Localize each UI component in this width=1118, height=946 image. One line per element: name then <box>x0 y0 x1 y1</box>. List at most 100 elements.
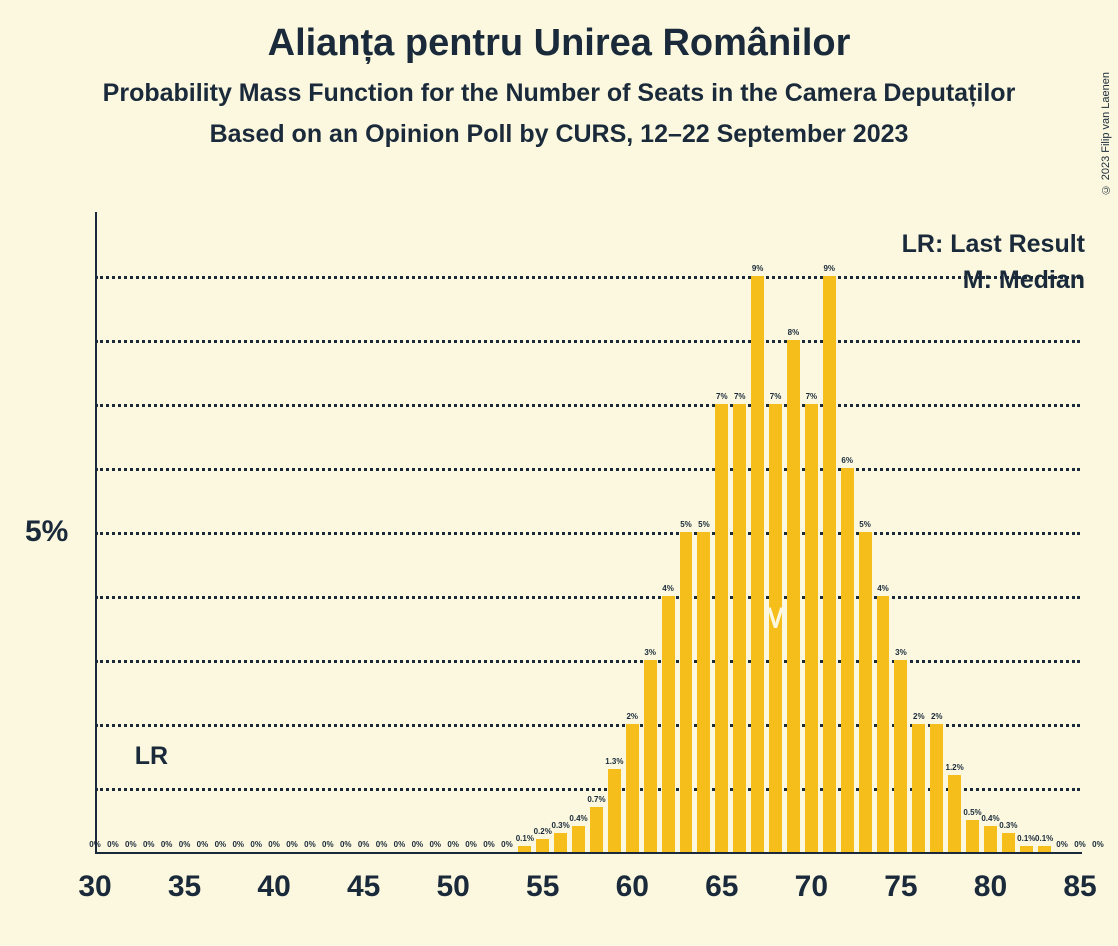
bar <box>554 833 567 852</box>
bar-value-label: 0% <box>358 840 370 849</box>
bar-value-label: 2% <box>931 712 943 721</box>
bar-value-label: 7% <box>806 392 818 401</box>
bar-value-label: 0% <box>143 840 155 849</box>
bar-value-label: 6% <box>841 456 853 465</box>
x-axis-line <box>95 852 1082 854</box>
bar-value-label: 4% <box>877 584 889 593</box>
bar-value-label: 0% <box>215 840 227 849</box>
bar <box>859 532 872 852</box>
bar <box>697 532 710 852</box>
bar-value-label: 0.1% <box>516 834 534 843</box>
bar-value-label: 0% <box>197 840 209 849</box>
bar <box>733 404 746 852</box>
bar <box>912 724 925 852</box>
bar-value-label: 0% <box>1092 840 1104 849</box>
bar-value-label: 1.3% <box>605 757 623 766</box>
bar-value-label: 0% <box>125 840 137 849</box>
bar-value-label: 0% <box>161 840 173 849</box>
bar <box>590 807 603 852</box>
bar <box>894 660 907 852</box>
x-tick-label: 50 <box>436 870 469 904</box>
bar <box>984 826 997 852</box>
x-tick-label: 55 <box>526 870 559 904</box>
bar <box>680 532 693 852</box>
bar-value-label: 0% <box>412 840 424 849</box>
bar-value-label: 0.4% <box>981 814 999 823</box>
bar <box>608 769 621 852</box>
x-tick-label: 75 <box>884 870 917 904</box>
bar-value-label: 0% <box>1056 840 1068 849</box>
bar <box>841 468 854 852</box>
bar-value-label: 0% <box>447 840 459 849</box>
bar-value-label: 3% <box>895 648 907 657</box>
bar-value-label: 5% <box>698 520 710 529</box>
x-tick-label: 70 <box>795 870 828 904</box>
bar-value-label: 0.7% <box>587 795 605 804</box>
legend-m: M: Median <box>963 266 1085 295</box>
y-axis-label: 5% <box>25 515 68 549</box>
lr-marker: LR <box>135 742 168 771</box>
bar <box>572 826 585 852</box>
x-tick-label: 45 <box>347 870 380 904</box>
title-sub: Probability Mass Function for the Number… <box>0 79 1118 108</box>
bar-value-label: 0% <box>107 840 119 849</box>
bar-value-label: 0% <box>250 840 262 849</box>
bar-value-label: 0% <box>483 840 495 849</box>
bar-value-label: 2% <box>626 712 638 721</box>
bar-value-label: 3% <box>644 648 656 657</box>
title-main: Alianța pentru Unirea Românilor <box>0 22 1118 65</box>
legend-lr: LR: Last Result <box>902 230 1085 259</box>
bar <box>626 724 639 852</box>
median-marker: M <box>763 602 788 636</box>
bar-value-label: 0% <box>268 840 280 849</box>
bar-value-label: 0.3% <box>999 821 1017 830</box>
title-sub2: Based on an Opinion Poll by CURS, 12–22 … <box>0 120 1118 149</box>
x-tick-label: 65 <box>705 870 738 904</box>
bar-value-label: 0% <box>1074 840 1086 849</box>
bar-value-label: 0% <box>232 840 244 849</box>
bar <box>715 404 728 852</box>
x-tick-label: 30 <box>78 870 111 904</box>
bar <box>751 276 764 852</box>
bar-value-label: 2% <box>913 712 925 721</box>
bar <box>948 775 961 852</box>
bar-value-label: 0% <box>340 840 352 849</box>
bars-container: 0% 0% 0% 0% 0% 0% 0% 0% 0% 0% 0% 0% 0% 0% 0% 0% 0% 0% 0% 0%… <box>95 212 1080 852</box>
bar <box>805 404 818 852</box>
bar-value-label: 0% <box>286 840 298 849</box>
x-tick-label: 85 <box>1063 870 1096 904</box>
bar-value-label: 0% <box>304 840 316 849</box>
bar <box>644 660 657 852</box>
bar-value-label: 5% <box>680 520 692 529</box>
bar-value-label: 0% <box>394 840 406 849</box>
bar-value-label: 9% <box>823 264 835 273</box>
bar-value-label: 0.4% <box>569 814 587 823</box>
y-axis-line <box>95 212 97 854</box>
bar-value-label: 0% <box>501 840 513 849</box>
bar-value-label: 0% <box>465 840 477 849</box>
x-tick-label: 35 <box>168 870 201 904</box>
bar-value-label: 0.3% <box>552 821 570 830</box>
chart-area: 0% 0% 0% 0% 0% 0% 0% 0% 0% 0% 0% 0% 0% 0% 0% 0% 0% 0% 0% 0%… <box>95 212 1095 882</box>
bar-value-label: 5% <box>859 520 871 529</box>
bar <box>930 724 943 852</box>
copyright-text: © 2023 Filip van Laenen <box>1100 72 1112 195</box>
bar-value-label: 0.2% <box>534 827 552 836</box>
x-tick-label: 80 <box>974 870 1007 904</box>
bar-value-label: 0% <box>429 840 441 849</box>
bar-value-label: 7% <box>734 392 746 401</box>
bar-value-label: 9% <box>752 264 764 273</box>
bar <box>966 820 979 852</box>
bar <box>536 839 549 852</box>
bar <box>787 340 800 852</box>
bar-value-label: 1.2% <box>946 763 964 772</box>
bar-value-label: 7% <box>770 392 782 401</box>
bar <box>877 596 890 852</box>
bar-value-label: 0% <box>376 840 388 849</box>
bar <box>1002 833 1015 852</box>
x-tick-label: 40 <box>257 870 290 904</box>
bar-value-label: 0.1% <box>1017 834 1035 843</box>
bar <box>823 276 836 852</box>
bar-value-label: 0% <box>179 840 191 849</box>
bar-value-label: 7% <box>716 392 728 401</box>
